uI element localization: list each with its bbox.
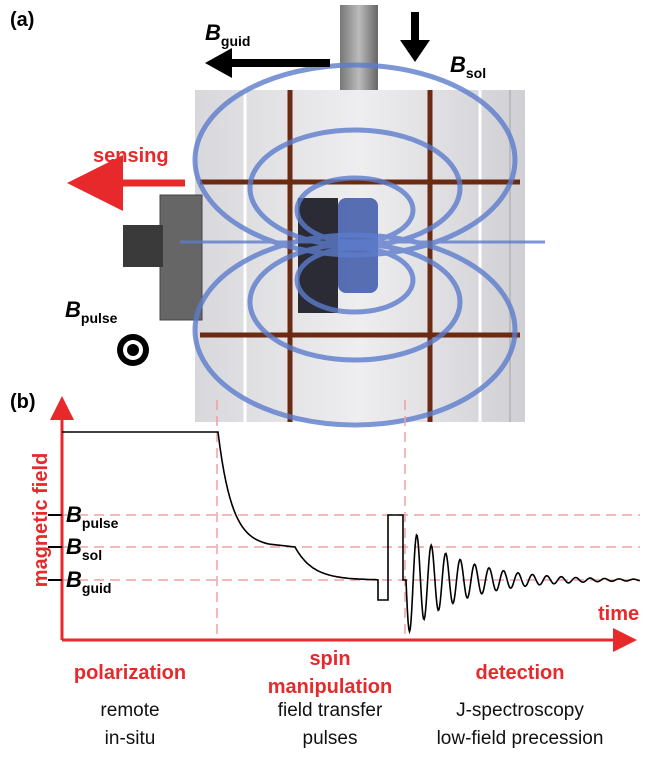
phase-line: pulses	[303, 728, 358, 749]
phase-title: detection	[476, 662, 565, 684]
phase-line: remote	[100, 700, 159, 721]
phase-line: in-situ	[105, 728, 156, 749]
y-axis-title: magnetic field	[30, 453, 52, 587]
level-label: Bguid	[66, 567, 111, 596]
plot-frame	[48, 400, 640, 640]
level-label: Bpulse	[66, 502, 119, 531]
phase-title: polarization	[74, 662, 186, 684]
b-sol-label: Bsol	[450, 52, 486, 81]
phase-line: field transfer	[278, 700, 383, 721]
panel-label: (a)	[10, 9, 34, 31]
level-label: Bsol	[66, 534, 102, 563]
x-axis-title: time	[598, 603, 639, 625]
phase-line: J-spectroscopy	[456, 700, 584, 721]
panel-label: (b)	[10, 391, 36, 413]
phase-title: manipulation	[268, 676, 392, 698]
phase-line: low-field precession	[437, 728, 604, 749]
phase-title: spin	[309, 648, 350, 670]
b-pulse-label: Bpulse	[65, 297, 118, 326]
b-guid-label: Bguid	[205, 20, 250, 49]
figure: (a) Bguid Bsol sensing Bpulse (b)	[0, 0, 645, 759]
sensing-label: sensing	[93, 145, 169, 167]
